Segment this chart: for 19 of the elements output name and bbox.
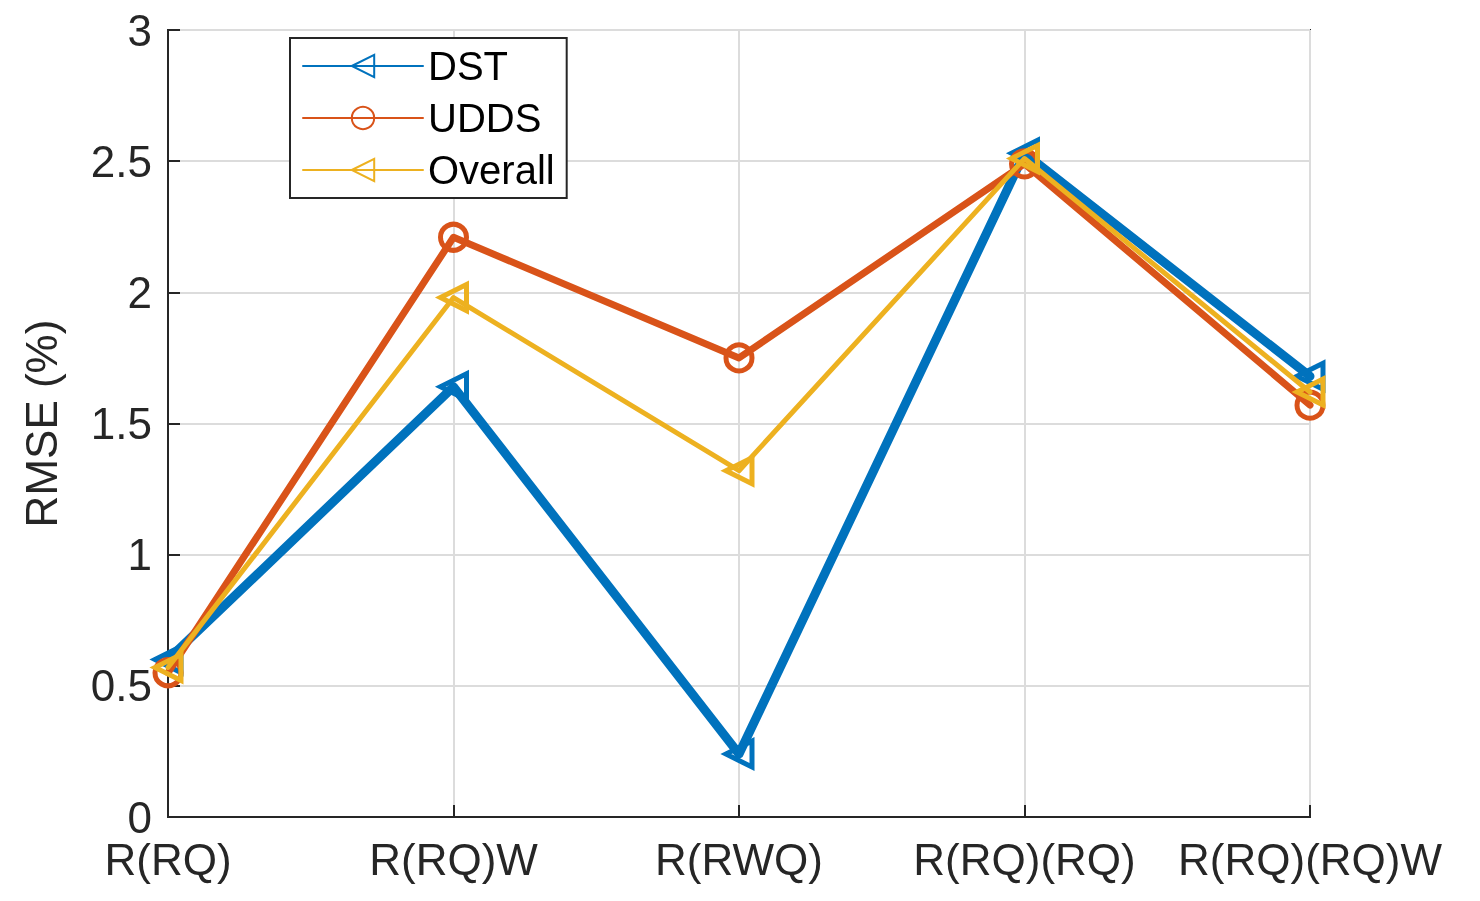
y-tick-label: 2.5 [90,136,152,186]
y-axis-title: RMSE (%) [16,319,66,528]
legend-label: Overall [428,148,555,192]
point [435,369,469,403]
point [438,221,469,253]
legend-label: DST [428,44,508,88]
y-tick-label: 1 [127,530,152,580]
x-tick-label: R(RQ)W [369,834,539,884]
y-tick-label: 3 [127,5,152,55]
point [435,280,469,315]
y-tick-label: 2 [127,267,152,317]
point [1006,141,1040,176]
x-tick-label: R(RQ)(RQ) [913,834,1136,884]
y-tick-label: 0.5 [90,661,152,711]
y-tick-label: 1.5 [90,399,152,448]
x-tick-label: R(RQ)(RQ)W [1178,834,1443,884]
x-tick-label: R(RWQ) [655,834,823,884]
legend-label: UDDS [428,96,542,140]
point [723,342,755,374]
